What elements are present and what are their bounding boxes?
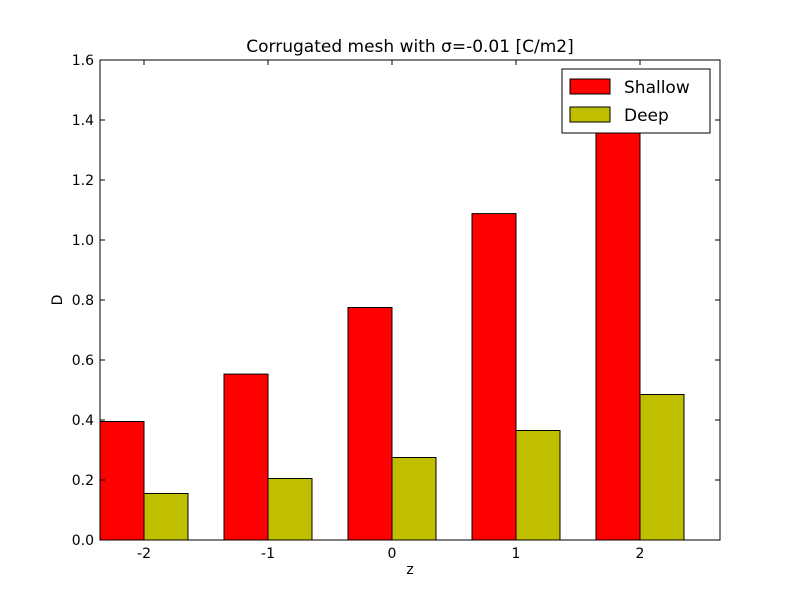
bar-shallow-1 — [223, 373, 269, 541]
bar-shallow-3 — [471, 213, 517, 541]
y-tick-label: 0.0 — [72, 533, 94, 549]
legend: Shallow Deep — [561, 68, 711, 134]
x-tick-label: 2 — [636, 546, 645, 562]
y-tick-label: 1.2 — [72, 173, 94, 189]
x-tick-label: -1 — [261, 546, 275, 562]
legend-swatch-deep — [569, 106, 611, 123]
bar-shallow-4 — [595, 119, 641, 541]
y-tick-label: 1.6 — [72, 53, 94, 69]
y-tick-label: 1.0 — [72, 233, 94, 249]
y-tick-label: 1.4 — [72, 113, 94, 129]
bar-shallow-2 — [347, 307, 393, 541]
legend-label-shallow: Shallow — [624, 78, 690, 98]
bar-deep-0 — [143, 493, 189, 541]
bar-shallow-0 — [99, 421, 145, 541]
bars-group — [99, 119, 685, 541]
bar-deep-3 — [515, 430, 561, 541]
x-tick-label: 1 — [512, 546, 521, 562]
y-tick-label: 0.6 — [72, 353, 94, 369]
legend-swatch-shallow — [569, 78, 611, 95]
x-tick-label: -2 — [137, 546, 151, 562]
bar-deep-4 — [639, 394, 685, 541]
chart-title: Corrugated mesh with σ=-0.01 [C/m2] — [246, 37, 573, 57]
x-axis-label: z — [406, 562, 413, 578]
legend-label-deep: Deep — [624, 106, 669, 126]
bar-deep-1 — [267, 478, 313, 541]
x-tick-label: 0 — [388, 546, 397, 562]
ticks-group: -2 -1 0 1 2 0.0 0.2 0.4 0.6 0.8 1.0 1.2 1.4 1.6 — [72, 53, 720, 562]
y-tick-label: 0.8 — [72, 293, 94, 309]
y-tick-label: 0.4 — [72, 413, 94, 429]
y-tick-label: 0.2 — [72, 473, 94, 489]
bar-deep-2 — [391, 457, 437, 541]
y-axis-label: D — [50, 295, 66, 306]
